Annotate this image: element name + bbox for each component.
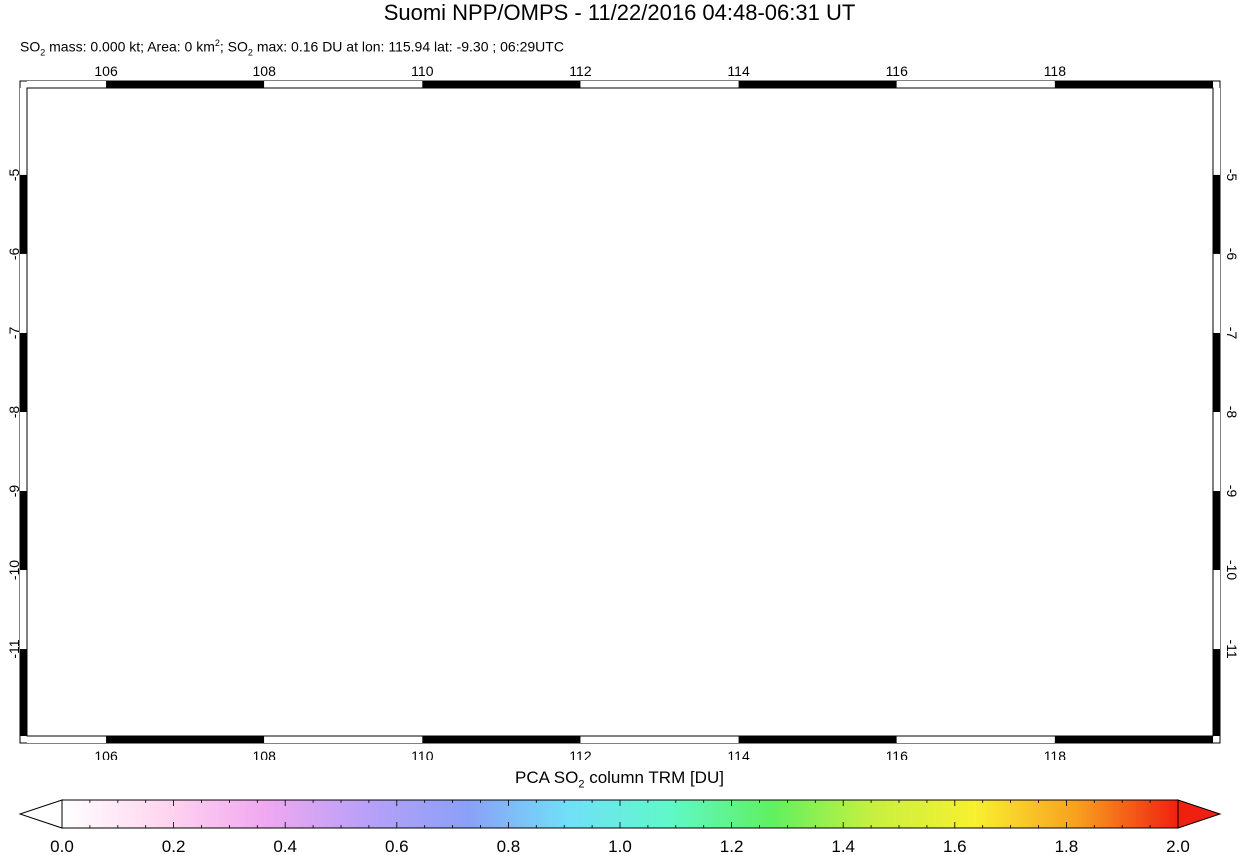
lon-label-bottom: 112 bbox=[569, 748, 592, 760]
colorbar-label: 1.2 bbox=[720, 837, 744, 855]
stats-mass: mass: 0.000 kt; Area: 0 km bbox=[45, 38, 215, 55]
lon-label-bottom: 106 bbox=[94, 748, 118, 760]
colorbar-underflow-arrow bbox=[18, 799, 63, 829]
longitude-labels-bottom: 106 108 110 112 114 116 118 bbox=[94, 748, 1066, 760]
frame-segment-lat bbox=[20, 412, 27, 492]
colorbar-label: 1.4 bbox=[831, 837, 855, 855]
frame-segment-lon bbox=[106, 81, 265, 88]
lat-label-left: -6 bbox=[6, 248, 22, 261]
colorbar-overflow-arrow bbox=[1177, 799, 1222, 829]
lat-label-right: -9 bbox=[1224, 485, 1239, 498]
lon-label-bottom: 116 bbox=[886, 748, 909, 760]
lon-label-top: 110 bbox=[411, 63, 434, 79]
frame-segment-lon bbox=[896, 736, 1055, 743]
frame-outer bbox=[19, 80, 1221, 744]
lon-label-bottom: 118 bbox=[1044, 748, 1067, 760]
lat-label-right: -7 bbox=[1224, 327, 1239, 340]
frame-segment-lon bbox=[264, 736, 423, 743]
colorbar-label: 0.0 bbox=[50, 837, 74, 855]
frame-segment-lon bbox=[896, 81, 1055, 88]
frame-segment-lat bbox=[1213, 88, 1220, 175]
so2-stats-line: SO2 mass: 0.000 kt; Area: 0 km2; SO2 max… bbox=[20, 34, 564, 61]
lat-label-right: -8 bbox=[1224, 406, 1239, 419]
colorbar-gradient bbox=[61, 799, 1179, 829]
lat-label-right: -10 bbox=[1224, 560, 1239, 580]
frame-segment-lat bbox=[1213, 570, 1220, 650]
colorbar-label: 0.4 bbox=[273, 837, 297, 855]
lat-label-left: -7 bbox=[6, 327, 22, 340]
stats-prefix: SO bbox=[20, 38, 41, 55]
colorbar-title-suffix: column TRM [DU] bbox=[584, 768, 724, 787]
colorbar-label: 0.8 bbox=[497, 837, 521, 855]
colorbar-title: PCA SO2 column TRM [DU] bbox=[0, 768, 1239, 790]
frame-segment-lon bbox=[422, 81, 581, 88]
colorbar-ticks bbox=[61, 800, 1179, 828]
lat-label-right: -5 bbox=[1224, 169, 1239, 182]
lon-label-top: 108 bbox=[253, 63, 277, 79]
frame-segment-lat bbox=[20, 332, 27, 412]
frame-segment-lat bbox=[20, 88, 27, 175]
frame-segment-lat bbox=[1213, 491, 1220, 571]
colorbar-labels: 0.0 0.2 0.4 0.6 0.8 1.0 1.2 1.4 1.6 1.8 2.0 bbox=[50, 837, 1190, 855]
frame-segment-lon bbox=[580, 736, 739, 743]
stats-sub-1: 2 bbox=[40, 47, 46, 58]
lon-label-top: 116 bbox=[886, 63, 909, 79]
lat-label-left: -5 bbox=[6, 168, 22, 181]
lat-label-left: -8 bbox=[6, 406, 22, 419]
frame-segment-lat bbox=[1213, 649, 1220, 736]
frame-segment-lat bbox=[20, 491, 27, 571]
colorbar-label: 1.8 bbox=[1055, 837, 1079, 855]
colorbar-label: 1.0 bbox=[608, 837, 632, 855]
latitude-labels-right: -5 -6 -7 -8 -9 -10 -11 bbox=[1224, 169, 1239, 659]
frame-segment-lon bbox=[580, 81, 739, 88]
lat-label-right: -6 bbox=[1224, 248, 1239, 261]
colorbar-title-sub: 2 bbox=[578, 778, 585, 791]
lon-label-bottom: 108 bbox=[253, 748, 277, 760]
latitude-labels-left: -5 -6 -7 -8 -9 -10 -11 bbox=[6, 168, 22, 658]
frame-segment-lon bbox=[738, 736, 897, 743]
stats-sep: ; SO bbox=[219, 38, 248, 55]
frame-segment-lon bbox=[264, 81, 423, 88]
map-title: Suomi NPP/OMPS - 11/22/2016 04:48-06:31 … bbox=[383, 0, 856, 25]
colorbar-label: 2.0 bbox=[1166, 837, 1190, 855]
frame-segment-lat bbox=[20, 253, 27, 333]
frame-segment-lon bbox=[422, 736, 581, 743]
frame-segment-lat bbox=[20, 649, 27, 736]
colorbar-label: 1.6 bbox=[943, 837, 967, 855]
colorbar-label: 0.2 bbox=[162, 837, 186, 855]
lon-label-top: 106 bbox=[94, 63, 118, 79]
frame-segment-lon bbox=[738, 81, 897, 88]
lon-label-top: 114 bbox=[727, 63, 750, 79]
lat-label-left: -10 bbox=[6, 560, 22, 580]
frame-segment-lat bbox=[1213, 332, 1220, 412]
lon-label-top: 118 bbox=[1044, 63, 1067, 79]
frame-segment-lon bbox=[1054, 81, 1213, 88]
map-frame bbox=[19, 80, 1221, 744]
frame-segment-lon bbox=[1054, 736, 1213, 743]
frame-segment-lat bbox=[20, 174, 27, 254]
frame-segment-lon bbox=[27, 81, 107, 88]
frame-segment-lat bbox=[20, 570, 27, 650]
frame-segment-lat bbox=[1213, 253, 1220, 333]
stats-sup: 2 bbox=[214, 38, 220, 48]
lon-label-top: 112 bbox=[569, 63, 592, 79]
colorbar-label: 0.6 bbox=[385, 837, 409, 855]
frame-segment-lat bbox=[1213, 174, 1220, 254]
frame-segment-lon bbox=[106, 736, 265, 743]
frame-segment-lon bbox=[27, 736, 107, 743]
lon-label-bottom: 110 bbox=[411, 748, 434, 760]
colorbar-title-prefix: PCA SO bbox=[515, 768, 579, 787]
stats-tail: max: 0.16 DU at lon: 115.94 lat: -9.30 ;… bbox=[252, 38, 564, 55]
lon-label-bottom: 114 bbox=[727, 748, 750, 760]
stats-sub-2: 2 bbox=[247, 47, 253, 58]
lat-label-right: -11 bbox=[1224, 639, 1239, 658]
frame-inner bbox=[26, 87, 1214, 737]
longitude-labels-top: 106 108 110 112 114 116 118 bbox=[94, 63, 1066, 79]
so2-map: 106 108 110 112 114 116 118 106 108 110 112 114 116… bbox=[6, 63, 1239, 760]
lat-label-left: -9 bbox=[6, 485, 22, 498]
frame-segment-lat bbox=[1213, 412, 1220, 492]
lat-label-left: -11 bbox=[6, 639, 22, 658]
